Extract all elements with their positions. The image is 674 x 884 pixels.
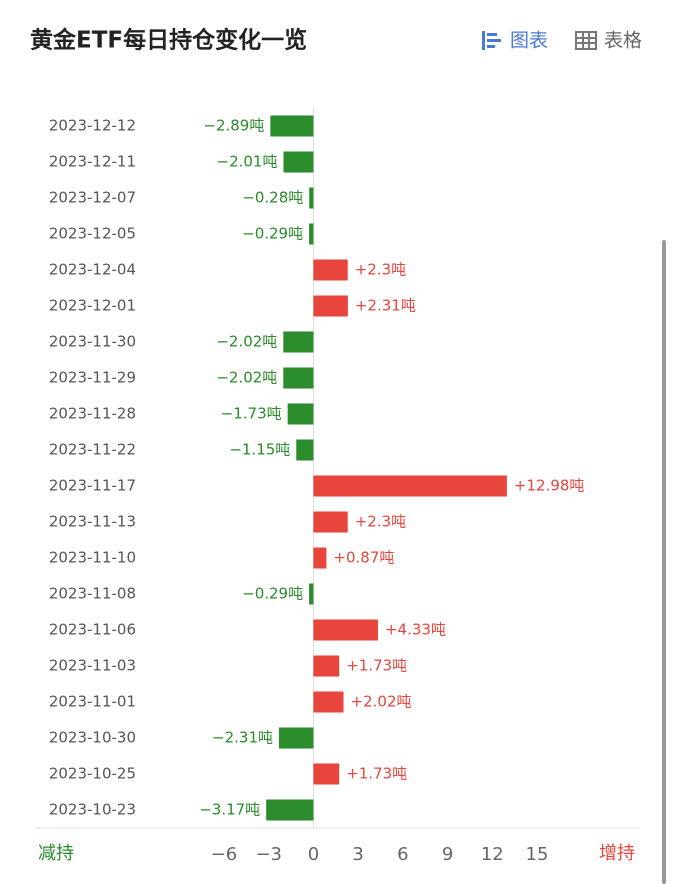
value-label: +2.3吨 (355, 513, 406, 531)
bar (283, 367, 314, 389)
tab-icon (487, 45, 495, 48)
bar (313, 655, 340, 677)
decrease-label: 减持 (38, 843, 74, 864)
y-tick-label: 2023-12-12 (49, 117, 136, 135)
y-tick-label: 2023-11-30 (49, 333, 136, 351)
y-tick-label: 2023-11-03 (49, 657, 136, 675)
bar (283, 151, 314, 173)
y-tick-label: 2023-11-08 (49, 585, 136, 603)
y-tick-label: 2023-12-01 (49, 297, 136, 315)
bar (313, 295, 348, 317)
value-label: −1.15吨 (229, 441, 290, 459)
bar (313, 547, 327, 569)
y-tick-label: 2023-11-01 (49, 693, 136, 711)
bar (266, 799, 314, 821)
tab-icon (575, 31, 597, 50)
value-label: −1.73吨 (221, 405, 282, 423)
tab-icon (487, 33, 497, 36)
bar (287, 403, 314, 425)
y-tick-label: 2023-11-29 (49, 369, 136, 387)
increase-label: 增持 (599, 843, 635, 864)
y-tick-label: 2023-12-11 (49, 153, 136, 171)
x-tick-label: 3 (352, 844, 363, 865)
value-label: +4.33吨 (385, 621, 446, 639)
value-label: +1.73吨 (346, 657, 407, 675)
scrollbar (662, 240, 666, 884)
chart-tab[interactable]: 图表 (482, 30, 548, 52)
value-label: −2.01吨 (217, 153, 278, 171)
y-tick-label: 2023-11-06 (49, 621, 136, 639)
value-label: −0.28吨 (242, 189, 303, 207)
value-label: +12.98吨 (514, 477, 585, 495)
x-tick-label: 12 (481, 844, 504, 865)
bar (313, 691, 344, 713)
y-tick-label: 2023-11-17 (49, 477, 136, 495)
bar (313, 259, 348, 281)
value-label: +1.73吨 (346, 765, 407, 783)
value-label: −0.29吨 (242, 585, 303, 603)
value-label: +2.02吨 (351, 693, 412, 711)
value-label: −0.29吨 (242, 225, 303, 243)
y-tick-label: 2023-11-13 (49, 513, 136, 531)
x-tick-label: −3 (255, 844, 282, 865)
bar (278, 727, 314, 749)
bar (309, 583, 314, 605)
bar (313, 619, 378, 641)
value-label: −2.02吨 (216, 333, 277, 351)
bar (309, 223, 314, 245)
bar (270, 115, 314, 137)
y-tick-label: 2023-11-10 (49, 549, 136, 567)
bar (313, 511, 348, 533)
x-tick-label: 9 (442, 844, 453, 865)
value-label: +0.87吨 (333, 549, 394, 567)
value-label: +2.3吨 (355, 261, 406, 279)
y-tick-label: 2023-12-04 (49, 261, 136, 279)
x-tick-label: 0 (308, 844, 319, 865)
tab-icon (482, 31, 485, 50)
bar (313, 475, 507, 497)
tab-label: 表格 (604, 30, 642, 52)
y-tick-label: 2023-10-30 (49, 729, 136, 747)
value-label: −2.02吨 (216, 369, 277, 387)
value-label: −3.17吨 (199, 801, 260, 819)
chart-title: 黄金ETF每日持仓变化一览 (30, 27, 307, 54)
bar (283, 331, 314, 353)
bar (309, 187, 314, 209)
tab-icon (487, 39, 501, 42)
tab-label: 图表 (510, 30, 548, 52)
y-tick-label: 2023-10-23 (49, 801, 136, 819)
y-tick-label: 2023-12-07 (49, 189, 136, 207)
y-tick-label: 2023-12-05 (49, 225, 136, 243)
bar (296, 439, 314, 461)
y-tick-label: 2023-11-28 (49, 405, 136, 423)
y-tick-label: 2023-11-22 (49, 441, 136, 459)
x-tick-label: −6 (211, 844, 238, 865)
table-tab[interactable]: 表格 (575, 30, 642, 52)
y-tick-label: 2023-10-25 (49, 765, 136, 783)
value-label: −2.89吨 (203, 117, 264, 135)
x-tick-label: 15 (526, 844, 549, 865)
bar (313, 763, 340, 785)
x-tick-label: 6 (397, 844, 408, 865)
value-label: +2.31吨 (355, 297, 416, 315)
value-label: −2.31吨 (212, 729, 273, 747)
